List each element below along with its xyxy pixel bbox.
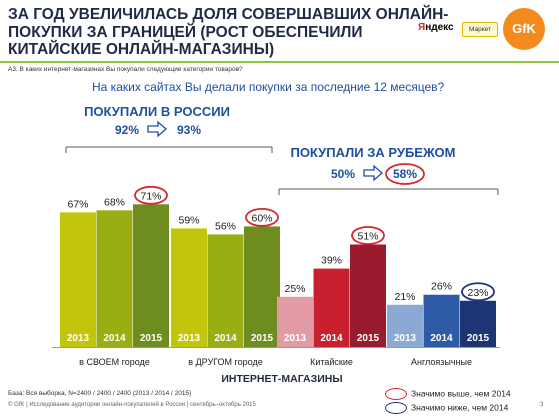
page-title: ЗА ГОД УВЕЛИЧИЛАСЬ ДОЛЯ СОВЕРШАВШИХ ОНЛА… xyxy=(8,6,449,59)
market-logo: Маркет xyxy=(462,22,498,37)
significance-ellipse xyxy=(461,282,495,302)
bar-year-label: 2013 xyxy=(67,333,90,344)
bar-year-label: 2015 xyxy=(467,333,490,344)
bar-year-label: 2015 xyxy=(357,333,380,344)
title-line: ПОКУПКИ ЗА ГРАНИЦЕЙ (РОСТ ОБЕСПЕЧИЛИ xyxy=(8,23,363,41)
bar-year-label: 2015 xyxy=(140,333,163,344)
data-label: 23% xyxy=(467,287,488,299)
category-label: Китайские xyxy=(310,357,353,367)
group-change-to: 93% xyxy=(177,123,201,137)
bar xyxy=(350,244,386,347)
significance-ellipse xyxy=(351,226,385,245)
bar xyxy=(277,296,313,347)
red-ellipse-icon xyxy=(385,388,407,400)
legend-higher-label: Значимо выше, чем 2014 xyxy=(411,388,511,399)
legend-lower-label: Значимо ниже, чем 2014 xyxy=(411,402,509,413)
page-number: 3 xyxy=(540,402,544,408)
yandex-logo: Яндекс xyxy=(418,22,454,33)
footer-source: © GfK | Исследование аудитории онлайн-по… xyxy=(8,402,256,408)
title-line: ЗА ГОД УВЕЛИЧИЛАСЬ ДОЛЯ СОВЕРШАВШИХ ОНЛА… xyxy=(8,6,449,23)
data-label: 59% xyxy=(178,214,199,226)
data-label: 21% xyxy=(394,291,415,303)
bar xyxy=(423,294,460,347)
group-change-from: 50% xyxy=(331,167,355,181)
data-label: 71% xyxy=(140,190,161,202)
bar-year-label: 2014 xyxy=(214,333,237,344)
significance-ellipse xyxy=(385,163,425,185)
data-label: 26% xyxy=(431,281,452,293)
bar xyxy=(244,226,280,347)
group-title: ПОКУПАЛИ ЗА РУБЕЖОМ xyxy=(290,145,455,160)
question-text: На каких сайтах Вы делали покупки за пос… xyxy=(92,80,445,94)
significance-ellipse xyxy=(245,207,279,227)
bar-year-label: 2014 xyxy=(430,333,453,344)
arrow-right-icon xyxy=(363,164,383,182)
legend-higher: Значимо выше, чем 2014 xyxy=(385,388,511,400)
data-label: 39% xyxy=(321,255,342,267)
category-label: в ДРУГОМ городе xyxy=(188,357,262,367)
category-label: в СВОЕМ городе xyxy=(79,357,150,367)
bar xyxy=(460,300,496,347)
data-label: 60% xyxy=(251,212,272,224)
data-label: 67% xyxy=(67,198,88,210)
bar xyxy=(207,234,244,347)
blue-ellipse-icon xyxy=(385,402,407,414)
bar xyxy=(96,210,133,347)
legend-lower: Значимо ниже, чем 2014 xyxy=(385,402,508,414)
bar xyxy=(133,204,169,347)
data-label: 68% xyxy=(104,196,125,208)
data-label: 56% xyxy=(215,220,236,232)
group-change-to: 58% xyxy=(393,167,417,181)
significance-ellipse xyxy=(134,185,168,205)
bar-year-label: 2015 xyxy=(251,333,274,344)
bar-year-label: 2014 xyxy=(320,333,343,344)
data-label: 25% xyxy=(284,283,305,295)
gfk-logo: GfK xyxy=(503,8,545,50)
data-label: 51% xyxy=(357,230,378,242)
bar-year-label: 2014 xyxy=(103,333,126,344)
title-line: КИТАЙСКИЕ ОНЛАЙН-МАГАЗИНЫ) xyxy=(8,41,275,58)
category-label: Англоязычные xyxy=(411,357,472,367)
footer-base: База: Вся выборка, N=2400 / 2400 / 2400 … xyxy=(8,390,192,397)
bar-year-label: 2013 xyxy=(284,333,307,344)
bar xyxy=(171,228,207,347)
bar xyxy=(387,304,423,347)
arrow-right-icon xyxy=(147,120,167,138)
group-change-from: 92% xyxy=(115,123,139,137)
bar-year-label: 2013 xyxy=(394,333,417,344)
question-code: А3. В каких интернет-магазинах Вы покупа… xyxy=(8,66,243,73)
x-axis-title: ИНТЕРНЕТ-МАГАЗИНЫ xyxy=(221,373,342,385)
bar xyxy=(313,268,350,347)
bar xyxy=(60,212,96,347)
group-title: ПОКУПАЛИ В РОССИИ xyxy=(84,104,230,119)
bar-year-label: 2013 xyxy=(178,333,201,344)
divider xyxy=(0,61,559,63)
